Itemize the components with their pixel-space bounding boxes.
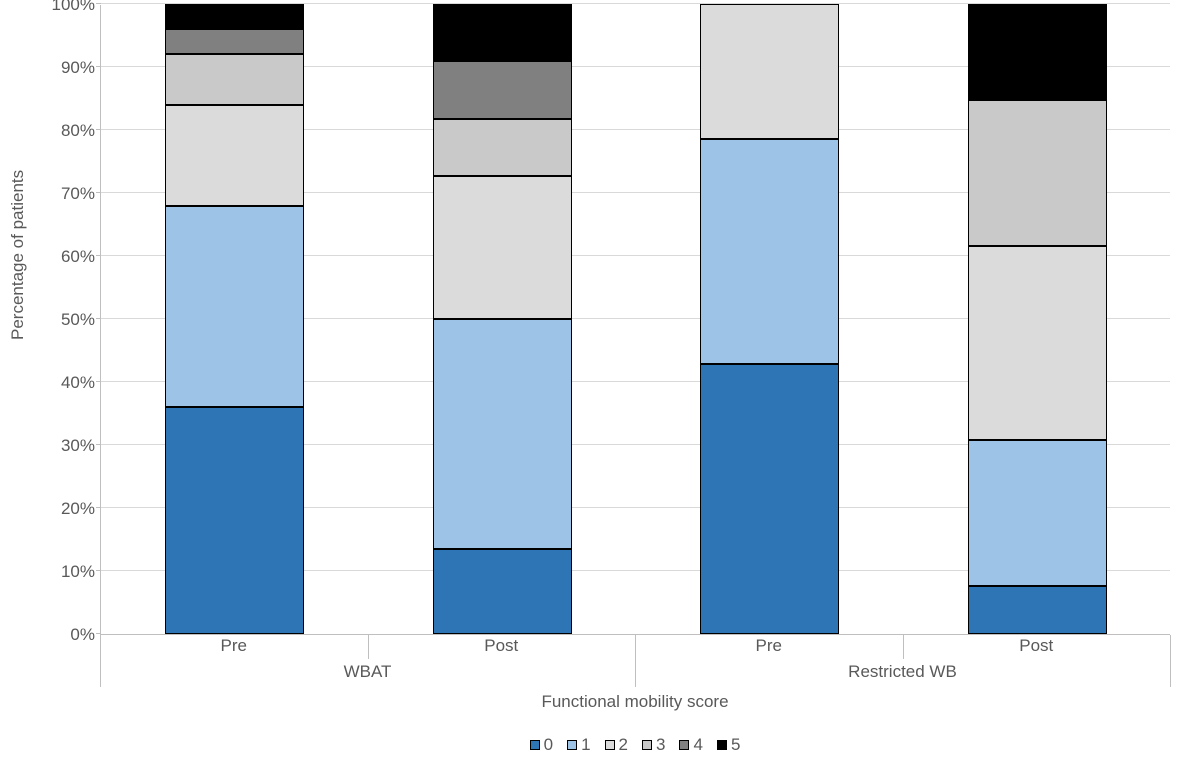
- bar-segment: [433, 176, 572, 319]
- legend-swatch: [567, 740, 577, 750]
- bar-segment: [165, 105, 304, 206]
- bar-segment: [433, 4, 572, 61]
- legend-swatch: [642, 740, 652, 750]
- bar-segment: [700, 139, 839, 364]
- bar-segment: [700, 364, 839, 634]
- y-tick-label: 50%: [35, 310, 95, 330]
- y-axis-title: Percentage of patients: [8, 170, 28, 340]
- chart-container: Percentage of patients 0% 10% 20% 30% 40% 50%…: [0, 0, 1180, 765]
- bar-segment: [968, 100, 1107, 246]
- stacked-bar: [165, 4, 304, 634]
- bar-segment: [700, 4, 839, 139]
- group-label: Restricted WB: [635, 662, 1170, 682]
- y-tick-label: 70%: [35, 184, 95, 204]
- bar-segment: [165, 206, 304, 408]
- bar-segment: [165, 29, 304, 54]
- category-label: Pre: [635, 636, 903, 656]
- bar-segment: [968, 246, 1107, 440]
- stacked-bar: [700, 4, 839, 634]
- bar-segment: [165, 54, 304, 104]
- bar-segment: [968, 440, 1107, 586]
- y-tick-label: 10%: [35, 562, 95, 582]
- group-label: WBAT: [100, 662, 635, 682]
- legend-label: 3: [656, 735, 665, 755]
- y-tick-label: 100%: [35, 0, 95, 15]
- legend-label: 2: [619, 735, 628, 755]
- y-tick-label: 90%: [35, 58, 95, 78]
- legend-item: 5: [717, 735, 740, 755]
- y-tick-label: 40%: [35, 373, 95, 393]
- category-label: Pre: [100, 636, 368, 656]
- legend-label: 1: [581, 735, 590, 755]
- bar-segment: [433, 61, 572, 118]
- bar-segment: [165, 4, 304, 29]
- legend-swatch: [679, 740, 689, 750]
- y-tick-label: 0%: [35, 625, 95, 645]
- legend-item: 3: [642, 735, 665, 755]
- y-tick-label: 60%: [35, 247, 95, 267]
- legend-item: 4: [679, 735, 702, 755]
- group-divider: [1170, 635, 1171, 687]
- category-divider: [903, 635, 904, 659]
- legend-item: 0: [530, 735, 553, 755]
- bar-segment: [165, 407, 304, 634]
- legend-item: 2: [605, 735, 628, 755]
- category-divider: [368, 635, 369, 659]
- legend-label: 0: [544, 735, 553, 755]
- legend-item: 1: [567, 735, 590, 755]
- legend-swatch: [605, 740, 615, 750]
- bar-segment: [968, 4, 1107, 100]
- bar-segment: [968, 586, 1107, 635]
- bar-segment: [433, 549, 572, 634]
- plot-area: [100, 5, 1170, 635]
- legend-label: 4: [693, 735, 702, 755]
- category-label: Post: [368, 636, 636, 656]
- y-tick-mark: [96, 3, 101, 4]
- bar-segment: [433, 119, 572, 176]
- y-tick-label: 20%: [35, 499, 95, 519]
- x-axis-title: Functional mobility score: [100, 692, 1170, 712]
- category-label: Post: [903, 636, 1171, 656]
- y-tick-label: 30%: [35, 436, 95, 456]
- legend-label: 5: [731, 735, 740, 755]
- stacked-bar: [433, 4, 572, 634]
- legend-swatch: [717, 740, 727, 750]
- stacked-bar: [968, 4, 1107, 634]
- legend: 0 1 2 3 4 5: [100, 735, 1170, 755]
- bar-segment: [433, 319, 572, 549]
- legend-swatch: [530, 740, 540, 750]
- y-tick-label: 80%: [35, 121, 95, 141]
- bars-layer: [101, 5, 1170, 634]
